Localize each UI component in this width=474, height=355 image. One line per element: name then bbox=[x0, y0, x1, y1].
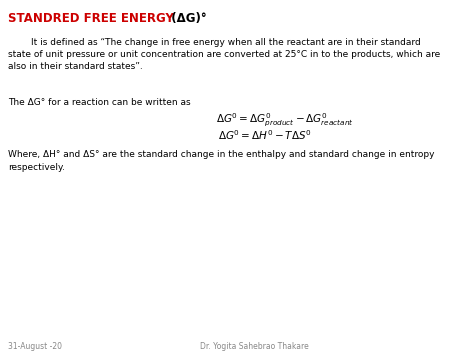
Text: The ΔG° for a reaction can be written as: The ΔG° for a reaction can be written as bbox=[8, 98, 191, 107]
Text: 31-August -20: 31-August -20 bbox=[8, 342, 62, 351]
Text: It is defined as “The change in free energy when all the reactant are in their s: It is defined as “The change in free ene… bbox=[8, 38, 440, 71]
Text: $\Delta G^0= \Delta H^0 - T\Delta S^0$: $\Delta G^0= \Delta H^0 - T\Delta S^0$ bbox=[218, 128, 312, 142]
Text: Where, ΔH° and ΔS° are the standard change in the enthalpy and standard change i: Where, ΔH° and ΔS° are the standard chan… bbox=[8, 150, 435, 159]
Text: respectively.: respectively. bbox=[8, 163, 65, 172]
Text: Dr. Yogita Sahebrao Thakare: Dr. Yogita Sahebrao Thakare bbox=[200, 342, 309, 351]
Text: STANDRED FREE ENERGY: STANDRED FREE ENERGY bbox=[8, 12, 174, 25]
Text: $\Delta G^0= \Delta G^0_{product} - \Delta G^0_{reactant}$: $\Delta G^0= \Delta G^0_{product} - \Del… bbox=[216, 112, 354, 130]
Text: (ΔG)°: (ΔG)° bbox=[163, 12, 207, 25]
